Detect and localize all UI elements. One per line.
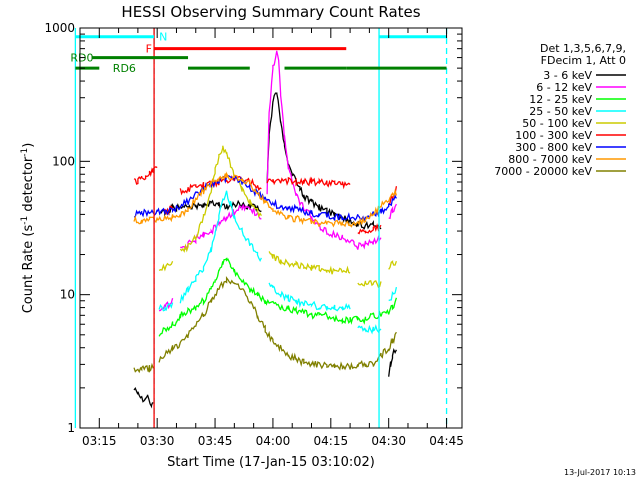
series-line-25-50-kev [158, 190, 398, 335]
series-line-300-800-kev [133, 174, 397, 223]
legend-header: Det 1,3,5,6,7,9, [540, 42, 626, 55]
legend-entry-label: 100 - 300 keV [515, 129, 592, 142]
x-tick-label: 04:00 [256, 434, 291, 448]
series-line-3-6-kev [133, 92, 397, 409]
legend-header: FDecim 1, Att 0 [541, 54, 626, 67]
y-axis-label: Count Rate (s-1 detector-1) [20, 143, 36, 314]
y-tick-label: 100 [52, 154, 75, 168]
x-axis-label: Start Time (17-Jan-15 03:10:02) [167, 455, 375, 470]
y-tick-label: 1000 [44, 21, 75, 35]
x-tick-label: 04:45 [429, 434, 464, 448]
legend-entry-label: 25 - 50 keV [529, 105, 592, 118]
legend-entry-label: 6 - 12 keV [536, 81, 592, 94]
legend-entry-label: 50 - 100 keV [522, 117, 592, 130]
series-line-12-25-kev [158, 257, 398, 337]
series-line-6-12-kev [158, 50, 397, 312]
plot-frame [79, 27, 463, 429]
x-tick-label: 03:15 [82, 434, 117, 448]
footer-timestamp: 13-Jul-2017 10:13 [564, 468, 636, 477]
y-tick-label: 1 [67, 421, 75, 435]
series-line-100-300-kev [133, 166, 398, 235]
legend-entry-label: 7000 - 20000 keV [494, 165, 592, 178]
x-tick-label: 04:30 [371, 434, 406, 448]
series-line-800-7000-kev [133, 171, 398, 228]
y-tick-label: 10 [60, 288, 75, 302]
series-line-50-100-kev [158, 145, 398, 289]
x-tick-label: 04:15 [314, 434, 349, 448]
legend-entry-label: 300 - 800 keV [515, 141, 592, 154]
x-tick-label: 03:30 [140, 434, 175, 448]
x-tick-label: 03:45 [198, 434, 233, 448]
series-group [133, 50, 398, 409]
legend-entry-label: 3 - 6 keV [543, 69, 592, 82]
status-label-rd6: RD6 [113, 62, 136, 75]
status-label-f: F [146, 43, 152, 56]
series-line-7000-20000-kev [133, 275, 397, 374]
status-label-n: N [159, 31, 167, 44]
legend-entry-label: 800 - 7000 keV [508, 153, 592, 166]
chart-title: HESSI Observing Summary Count Rates [121, 3, 420, 21]
legend-entry-label: 12 - 25 keV [529, 93, 592, 106]
